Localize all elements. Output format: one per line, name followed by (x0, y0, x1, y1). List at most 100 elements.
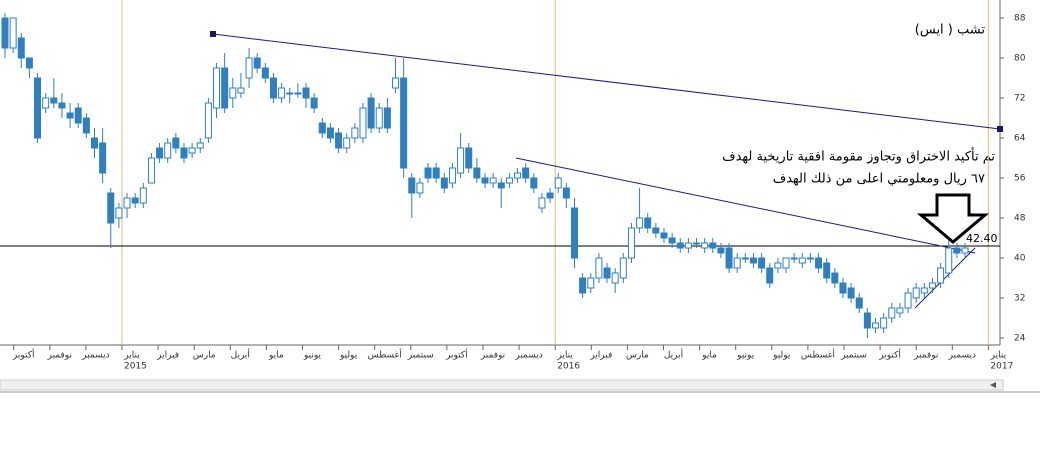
candle-body (823, 262, 831, 279)
candle-body (74, 107, 82, 124)
candle-body (896, 307, 904, 314)
candle-body (928, 282, 936, 289)
candle-body (408, 177, 416, 194)
trend-handle (997, 126, 1003, 132)
candle-body (278, 87, 286, 99)
x-tick-label: يوليو (772, 351, 791, 361)
candle-body (831, 272, 839, 284)
x-tick-label: يناير (123, 351, 140, 361)
candle-body (318, 122, 326, 134)
candle-body (627, 227, 635, 259)
candle-body (961, 247, 969, 254)
candle-body (758, 257, 766, 269)
candle-body (164, 142, 172, 159)
candle-body (636, 217, 644, 229)
x-tick-label: نوفمبر (47, 351, 72, 361)
candle-body (660, 232, 668, 239)
candle-body (514, 172, 522, 179)
x-tick-label: فبراير (589, 351, 612, 361)
candle-body (261, 67, 269, 79)
year-label: 2015 (124, 362, 147, 372)
x-tick-label: أغسطس (801, 349, 835, 361)
candle-body (139, 187, 147, 204)
x-tick-label: أغسطس (368, 349, 402, 361)
candle-body (82, 117, 90, 134)
candle-body (603, 267, 611, 279)
candle-body (245, 57, 253, 79)
candle-body (66, 112, 74, 119)
candle-body (937, 267, 945, 284)
y-tick-label: 80 (1014, 54, 1026, 64)
candle-body (579, 277, 587, 294)
candle-body (50, 97, 58, 104)
candle-body (34, 77, 42, 139)
candle-body (855, 297, 863, 309)
candle-body (294, 92, 302, 95)
candle-body (839, 282, 847, 294)
candle-body (302, 87, 310, 99)
year-label: 2017 (990, 362, 1013, 372)
candle-body (213, 67, 221, 109)
candle-body (375, 107, 383, 129)
x-tick-label: يونيو (303, 351, 322, 361)
candle-body (392, 77, 400, 89)
x-tick-label: أكتوبر (12, 349, 35, 361)
candle-body (351, 127, 359, 139)
scrollbar[interactable] (0, 379, 1004, 391)
x-tick-label: ديسمبر (81, 351, 109, 361)
candle-body (815, 257, 823, 269)
candle-body (343, 137, 351, 149)
candle-body (335, 132, 343, 149)
y-tick-label: 72 (1014, 94, 1025, 104)
candle-body (595, 257, 603, 279)
candle-body (196, 142, 204, 149)
candle-body (473, 167, 481, 179)
candle-body (367, 97, 375, 129)
x-tick-label: فبراير (156, 351, 179, 361)
y-tick-label: 56 (1014, 174, 1026, 184)
year-label: 2016 (557, 362, 580, 372)
x-tick-label: يناير (556, 351, 573, 361)
candle-body (147, 157, 155, 184)
candle-body (644, 217, 652, 229)
candle-body (872, 322, 880, 329)
x-tick-label: ديسمبر (948, 351, 976, 361)
level-label: 42.40 (966, 232, 998, 245)
x-tick-label: نوفمبر (913, 351, 938, 361)
candle-body (676, 242, 684, 249)
candle-body (497, 182, 505, 189)
candle-body (90, 137, 98, 149)
candle-body (432, 167, 440, 179)
candle-body (522, 167, 530, 179)
candle-body (359, 107, 367, 139)
scroll-arrow[interactable] (990, 382, 996, 388)
candle-body (847, 287, 855, 299)
candle-body (562, 187, 570, 199)
candle-body (180, 147, 188, 159)
x-tick-label: أبريل (231, 349, 250, 361)
x-tick-label: يونيو (736, 351, 755, 361)
candle-body (400, 77, 408, 169)
candle-body (448, 167, 456, 184)
candle-body (424, 167, 432, 179)
candle-body (269, 77, 277, 99)
candle-body (237, 87, 245, 94)
candle-body (42, 97, 50, 109)
candle-body (505, 177, 513, 184)
candle-body (611, 272, 619, 284)
candle-body (538, 197, 546, 209)
candle-body (749, 257, 757, 264)
candle-body (798, 257, 806, 264)
candle-body (741, 257, 749, 260)
candle-body (806, 257, 814, 260)
candle-body (107, 192, 115, 224)
x-tick-label: سبتمبر (840, 351, 867, 361)
candle-body (9, 17, 17, 49)
candle-body (945, 247, 953, 274)
candle-body (326, 127, 334, 139)
candle-body (668, 237, 676, 244)
chart-title: تشب ( ايس) (915, 23, 986, 38)
x-tick-label: مايو (268, 351, 284, 361)
